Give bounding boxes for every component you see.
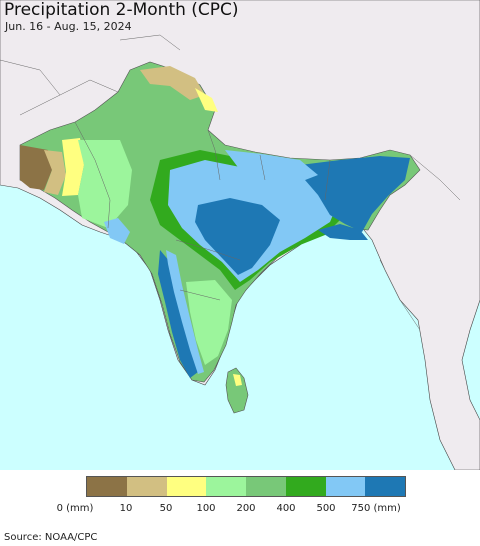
legend-label: 100 [196,503,216,514]
page-title: Precipitation 2-Month (CPC) [4,0,239,20]
legend-label: 750 (mm) [351,503,401,514]
legend-colorbar [86,476,406,497]
source-credit: Source: NOAA/CPC [4,532,98,543]
legend-label: 10 [119,503,133,514]
myanmar-coast-blue [318,224,368,240]
blue-dark-northeast [300,156,410,232]
blue-light-northeast [225,150,318,182]
legend-label: 50 [159,503,173,514]
precipitation-map [0,0,480,470]
sri-lanka [225,367,249,414]
legend-swatch [246,477,286,496]
blue-dark-core [195,198,280,275]
legend-swatch [325,477,366,496]
gujarat-blue [104,218,130,244]
blue-light-westcoast [166,250,204,374]
legend-swatch [365,477,405,496]
legend-swatch [206,477,246,496]
north-tan [140,66,205,100]
sri-lanka-yellow [233,374,242,386]
legend-swatch [166,477,207,496]
arid-yellow [62,138,84,196]
legend-label: 0 (mm) [56,503,94,514]
legend-labels: 0 (mm) 10 50 100 200 400 500 750 (mm) [0,503,480,517]
boundary-lines [0,34,461,331]
south-lightgreen [186,280,232,365]
north-yellow [195,88,218,112]
blue-dark-westcoast [158,250,198,378]
legend-label: 200 [236,503,256,514]
map-canvas [0,0,480,470]
dry-lightgreen-west [78,140,132,228]
legend-label: 400 [276,503,296,514]
legend-swatch [87,477,127,496]
arid-brown [20,145,52,190]
legend-label: 500 [316,503,336,514]
legend-swatch [126,477,167,496]
arid-tan [44,150,66,195]
legend-swatch [285,477,326,496]
date-range: Jun. 16 - Aug. 15, 2024 [5,20,132,33]
